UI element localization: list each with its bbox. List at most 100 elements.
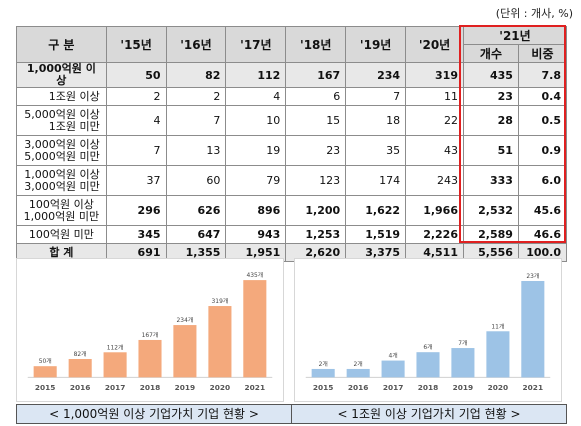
chart-captions: < 1,000억원 이상 기업가치 기업 현황 > < 1조원 이상 기업가치 … bbox=[16, 404, 567, 424]
header-year: '16년 bbox=[165, 26, 227, 63]
row-label: 1조원 이상 bbox=[16, 87, 107, 106]
header-year: '15년 bbox=[105, 26, 167, 63]
cell-value: 319 bbox=[405, 62, 464, 88]
table-row: 100억원 이상 1,000억원 미만 296 626 896 1,200 1,622 1,… bbox=[16, 195, 568, 226]
bar bbox=[103, 352, 127, 378]
bar bbox=[521, 280, 545, 378]
cell-value: 1,253 bbox=[285, 225, 347, 244]
cell-value: 296 bbox=[105, 195, 167, 226]
bar bbox=[208, 306, 232, 378]
cell-value: 79 bbox=[225, 165, 287, 196]
cell-value: 234 bbox=[345, 62, 407, 88]
table-row: 1,000억원 이상 3,000억원 미만 37 60 79 123 174 243 333 6… bbox=[16, 165, 568, 196]
data-label: 2개 bbox=[353, 360, 362, 368]
bar bbox=[138, 339, 162, 378]
cell-value: 3,375 bbox=[345, 243, 407, 262]
cell-value: 112 bbox=[225, 62, 287, 88]
bar bbox=[311, 368, 335, 378]
cell-value: 10 bbox=[225, 105, 287, 136]
row-label: 합 계 bbox=[16, 243, 107, 262]
x-tick-label: 2017 bbox=[105, 383, 126, 392]
data-label: 2개 bbox=[319, 360, 328, 368]
data-label: 82개 bbox=[74, 350, 87, 358]
cell-value: 13 bbox=[165, 135, 227, 166]
cell-value: 2,620 bbox=[285, 243, 347, 262]
cell-value: 167 bbox=[285, 62, 347, 88]
header-year-2021: '21년 bbox=[462, 26, 568, 45]
bar bbox=[68, 358, 92, 378]
cell-value: 18 bbox=[345, 105, 407, 136]
header-category: 구 분 bbox=[16, 26, 107, 63]
cell-count-2021: 333 bbox=[462, 165, 519, 196]
bar bbox=[33, 366, 57, 378]
cell-value: 7 bbox=[105, 135, 167, 166]
table-row: 합 계 691 1,355 1,951 2,620 3,375 4,511 5,556 100.… bbox=[16, 243, 568, 262]
bar bbox=[486, 331, 510, 378]
table-row: 1,000억원 이상 50 82 112 167 234 319 435 7.8 bbox=[16, 62, 568, 88]
bar bbox=[346, 368, 370, 378]
header-count: 개수 bbox=[462, 44, 519, 63]
data-label: 11개 bbox=[491, 322, 504, 330]
cell-count-2021: 2,589 bbox=[462, 225, 519, 244]
cell-share-2021: 46.6 bbox=[517, 225, 568, 244]
x-tick-label: 2018 bbox=[140, 383, 161, 392]
cell-value: 943 bbox=[225, 225, 287, 244]
unit-note: (단위 : 개사, %) bbox=[495, 7, 573, 20]
table-row: 5,000억원 이상 1조원 미만 4 7 10 15 18 22 28 0.5 bbox=[16, 105, 568, 136]
row-label: 3,000억원 이상 5,000억원 미만 bbox=[16, 135, 107, 166]
cell-value: 174 bbox=[345, 165, 407, 196]
cell-value: 50 bbox=[105, 62, 167, 88]
cell-count-2021: 28 bbox=[462, 105, 519, 136]
header-year: '18년 bbox=[285, 26, 347, 63]
data-label: 23개 bbox=[526, 272, 539, 280]
data-label: 112개 bbox=[107, 343, 124, 351]
chart-1000-billion-svg: 50개 2015 82개 2016 112개 2017 167개 2018 234개 2019 31… bbox=[27, 271, 273, 392]
bar bbox=[416, 352, 440, 378]
cell-value: 4,511 bbox=[405, 243, 464, 262]
header-share: 비중 bbox=[517, 44, 568, 63]
cell-value: 7 bbox=[165, 105, 227, 136]
cell-value: 60 bbox=[165, 165, 227, 196]
cell-share-2021: 0.5 bbox=[517, 105, 568, 136]
x-tick-label: 2021 bbox=[523, 383, 544, 392]
data-label: 319개 bbox=[212, 297, 229, 305]
cell-count-2021: 51 bbox=[462, 135, 519, 166]
x-tick-label: 2020 bbox=[210, 383, 231, 392]
row-label: 1,000억원 이상 bbox=[16, 62, 107, 88]
data-label: 234개 bbox=[177, 316, 194, 324]
cell-value: 35 bbox=[345, 135, 407, 166]
bar bbox=[451, 348, 475, 378]
cell-value: 11 bbox=[405, 87, 464, 106]
x-tick-label: 2019 bbox=[453, 383, 474, 392]
cell-value: 7 bbox=[345, 87, 407, 106]
bar bbox=[381, 360, 405, 378]
cell-value: 4 bbox=[105, 105, 167, 136]
cell-count-2021: 435 bbox=[462, 62, 519, 88]
cell-value: 345 bbox=[105, 225, 167, 244]
x-tick-label: 2021 bbox=[245, 383, 266, 392]
cell-share-2021: 0.9 bbox=[517, 135, 568, 166]
cell-value: 647 bbox=[165, 225, 227, 244]
cell-value: 1,622 bbox=[345, 195, 407, 226]
cell-value: 2 bbox=[105, 87, 167, 106]
cell-value: 43 bbox=[405, 135, 464, 166]
data-label: 6개 bbox=[423, 343, 432, 351]
cell-value: 2 bbox=[165, 87, 227, 106]
bar bbox=[173, 325, 197, 378]
valuation-table: 구 분 '15년 '16년 '17년 '18년 '19년 '20년 '21년 개… bbox=[16, 26, 568, 262]
table-row: 3,000억원 이상 5,000억원 미만 7 13 19 23 35 43 51 0.9 bbox=[16, 135, 568, 166]
chart-1-trillion: 2개 2015 2개 2016 4개 2017 6개 2018 7개 2019 11개 2020 23개… bbox=[294, 258, 562, 402]
cell-value: 123 bbox=[285, 165, 347, 196]
chart-1000-billion: 50개 2015 82개 2016 112개 2017 167개 2018 234개 2019 31… bbox=[16, 258, 284, 402]
cell-value: 22 bbox=[405, 105, 464, 136]
row-label: 1,000억원 이상 3,000억원 미만 bbox=[16, 165, 107, 196]
x-tick-label: 2019 bbox=[175, 383, 196, 392]
cell-value: 6 bbox=[285, 87, 347, 106]
row-label: 100억원 이상 1,000억원 미만 bbox=[16, 195, 107, 226]
row-label: 100억원 미만 bbox=[16, 225, 107, 244]
x-tick-label: 2016 bbox=[70, 383, 91, 392]
cell-value: 626 bbox=[165, 195, 227, 226]
cell-value: 1,519 bbox=[345, 225, 407, 244]
cell-value: 1,966 bbox=[405, 195, 464, 226]
cell-value: 243 bbox=[405, 165, 464, 196]
